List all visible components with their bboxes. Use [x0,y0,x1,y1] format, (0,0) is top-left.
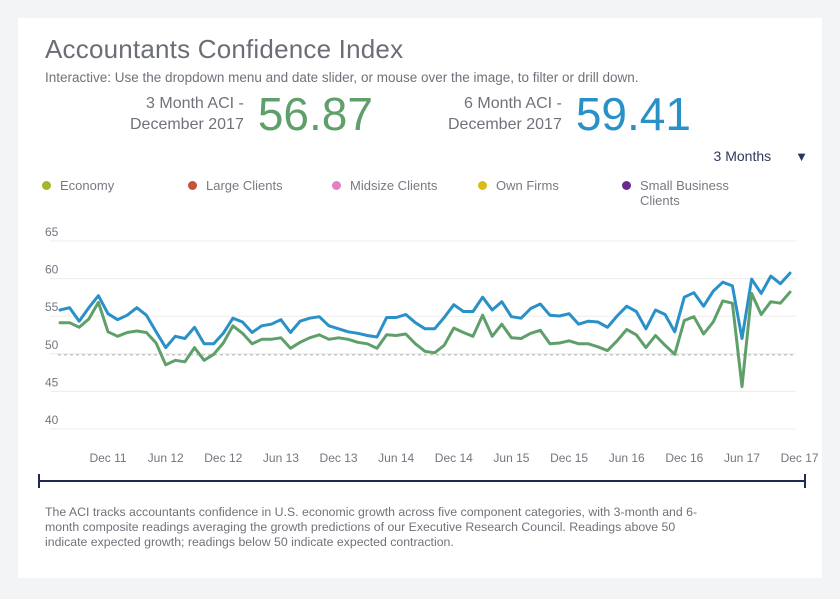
six-month-label-line1: 6 Month ACI - [464,95,562,112]
series-line-6-month [58,271,792,350]
y-tick-label-55: 55 [45,300,59,314]
legend-label: Large Clients [206,178,283,193]
legend-item-midsize-clients[interactable]: Midsize Clients [332,178,437,193]
x-tick-label: Dec 11 [89,451,126,465]
x-tick-label: Jun 16 [609,451,645,465]
x-tick-label: Dec 14 [435,451,473,465]
x-tick-label: Jun 15 [493,451,529,465]
date-slider-start-handle[interactable] [38,474,40,488]
y-tick-label-65: 65 [45,225,59,239]
legend-label: Own Firms [496,178,559,193]
chart-legend: Economy Large Clients Midsize Clients Ow… [42,178,822,210]
legend-label: Economy [60,178,115,193]
x-tick-label: Dec 12 [204,451,242,465]
three-month-label-line2: December 2017 [130,116,244,133]
date-slider[interactable] [38,474,806,488]
x-tick-label: Jun 14 [378,451,414,465]
six-month-label: 6 Month ACI - December 2017 [448,93,562,135]
three-month-value: 56.87 [257,88,373,140]
y-tick-label-45: 45 [45,375,59,389]
x-tick-label: Dec 15 [550,451,588,465]
x-tick-label: Jun 17 [724,451,760,465]
x-tick-label: Jun 13 [263,451,299,465]
aci-line-chart[interactable]: 40 45 50 55 60 65 Dec 11 Jun 12 Dec 12 Jun 13 Dec … [18,18,822,478]
x-tick-label: Jun 12 [148,451,184,465]
instructions-text: Interactive: Use the dropdown menu and d… [45,70,639,85]
legend-item-economy[interactable]: Economy [42,178,114,193]
legend-dot-icon [332,181,341,190]
legend-label: Small Business Clients [640,178,729,208]
date-slider-end-handle[interactable] [804,474,806,488]
six-month-aci: 6 Month ACI - December 2017 59.41 [448,88,691,140]
x-tick-label: Dec 17 [781,451,819,465]
x-tick-label: Dec 13 [320,451,358,465]
six-month-label-line2: December 2017 [448,116,562,133]
three-month-label-line1: 3 Month ACI - [146,95,244,112]
legend-item-small-business-clients[interactable]: Small Business Clients [622,178,750,208]
y-tick-label-40: 40 [45,413,59,427]
series-line-3-month [58,290,792,389]
legend-dot-icon [42,181,51,190]
three-month-label: 3 Month ACI - December 2017 [130,93,244,135]
x-tick-label: Dec 16 [665,451,703,465]
date-slider-track [38,480,806,482]
legend-dot-icon [188,181,197,190]
aci-card: Accountants Confidence Index Interactive… [18,18,822,578]
period-dropdown[interactable]: 3 Months ▼ [714,148,808,164]
y-tick-label-60: 60 [45,263,59,277]
period-dropdown-value: 3 Months [713,148,772,164]
legend-dot-icon [478,181,487,190]
legend-item-own-firms[interactable]: Own Firms [478,178,559,193]
legend-dot-icon [622,181,631,190]
description-text: The ACI tracks accountants confidence in… [45,505,698,549]
y-tick-label-50: 50 [45,338,59,352]
three-month-aci: 3 Month ACI - December 2017 56.87 [130,88,373,140]
page-title: Accountants Confidence Index [45,34,404,64]
legend-label: Midsize Clients [350,178,438,193]
chevron-down-icon: ▼ [795,148,808,164]
legend-item-large-clients[interactable]: Large Clients [188,178,283,193]
six-month-value: 59.41 [575,88,691,140]
